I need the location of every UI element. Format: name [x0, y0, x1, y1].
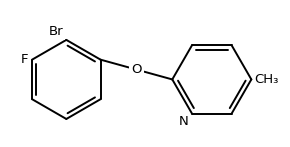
Text: Br: Br: [48, 25, 63, 38]
Text: O: O: [131, 63, 142, 76]
Text: N: N: [179, 115, 189, 128]
Text: F: F: [21, 53, 28, 66]
Text: CH₃: CH₃: [255, 73, 279, 86]
